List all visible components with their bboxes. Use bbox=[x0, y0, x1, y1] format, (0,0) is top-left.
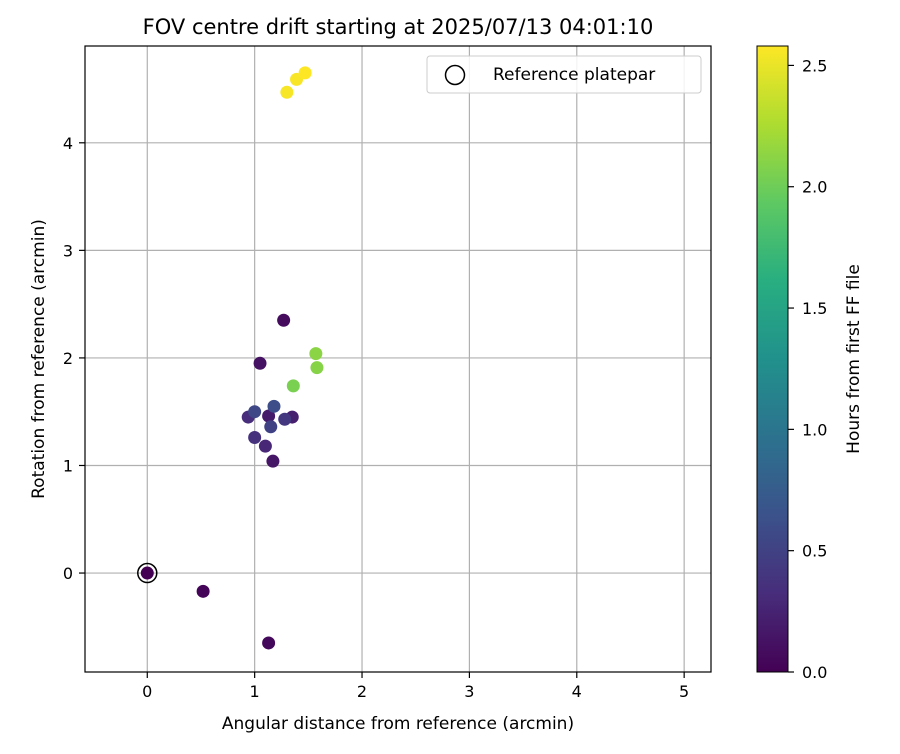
colorbar: 0.0 0.5 1.0 1.5 2.0 2.5 Hours from first FF f… bbox=[756, 45, 864, 682]
colorbar-tick-label: 0.5 bbox=[802, 542, 827, 561]
x-tick-label: 0 bbox=[142, 682, 152, 701]
y-tick-label: 1 bbox=[63, 456, 73, 475]
data-point bbox=[267, 399, 281, 413]
data-point bbox=[264, 420, 278, 434]
data-point bbox=[258, 439, 272, 453]
y-tick-label: 0 bbox=[63, 564, 73, 583]
plot-area-frame bbox=[84, 45, 712, 673]
legend-box bbox=[426, 55, 702, 94]
colorbar-ticks: 0.0 0.5 1.0 1.5 2.0 2.5 bbox=[788, 56, 827, 682]
colorbar-label: Hours from first FF file bbox=[844, 264, 864, 454]
colorbar-tick-label: 1.5 bbox=[802, 299, 827, 318]
chart-title: FOV centre drift starting at 2025/07/13 … bbox=[143, 15, 654, 39]
legend-marker bbox=[444, 64, 466, 86]
data-point bbox=[262, 636, 276, 650]
data-point bbox=[298, 66, 312, 80]
x-tick-label: 3 bbox=[464, 682, 474, 701]
grid bbox=[85, 46, 711, 672]
data-point bbox=[248, 431, 262, 445]
x-tick-label: 1 bbox=[250, 682, 260, 701]
colorbar-tick-label: 2.0 bbox=[802, 178, 827, 197]
data-point bbox=[196, 584, 210, 598]
data-point bbox=[266, 454, 280, 468]
x-ticks: 0 1 2 3 4 5 bbox=[142, 672, 689, 701]
colorbar-tick-label: 0.0 bbox=[802, 663, 827, 682]
x-tick-label: 4 bbox=[572, 682, 582, 701]
data-point bbox=[310, 361, 324, 375]
colorbar-gradient bbox=[756, 45, 789, 673]
data-point bbox=[140, 566, 154, 580]
y-ticks: 0 1 2 3 4 bbox=[63, 134, 85, 583]
data-points bbox=[137, 66, 324, 650]
x-tick-label: 2 bbox=[357, 682, 367, 701]
data-point bbox=[262, 409, 276, 423]
y-axis-label: Rotation from reference (arcmin) bbox=[29, 219, 49, 499]
data-point bbox=[248, 405, 262, 419]
reference-platepar-marker bbox=[137, 562, 158, 584]
x-tick-label: 5 bbox=[679, 682, 689, 701]
data-point bbox=[309, 347, 323, 361]
data-point bbox=[277, 313, 291, 327]
legend: Reference platepar bbox=[426, 55, 702, 94]
y-tick-label: 2 bbox=[63, 349, 73, 368]
data-point bbox=[253, 356, 267, 370]
data-point bbox=[286, 379, 300, 393]
x-axis-label: Angular distance from reference (arcmin) bbox=[222, 714, 574, 734]
data-point bbox=[278, 412, 292, 426]
legend-label: Reference platepar bbox=[493, 65, 655, 85]
y-tick-label: 3 bbox=[63, 241, 73, 260]
colorbar-tick-label: 1.0 bbox=[802, 420, 827, 439]
data-point bbox=[280, 85, 294, 99]
colorbar-tick-label: 2.5 bbox=[802, 56, 827, 75]
y-tick-label: 4 bbox=[63, 134, 73, 153]
